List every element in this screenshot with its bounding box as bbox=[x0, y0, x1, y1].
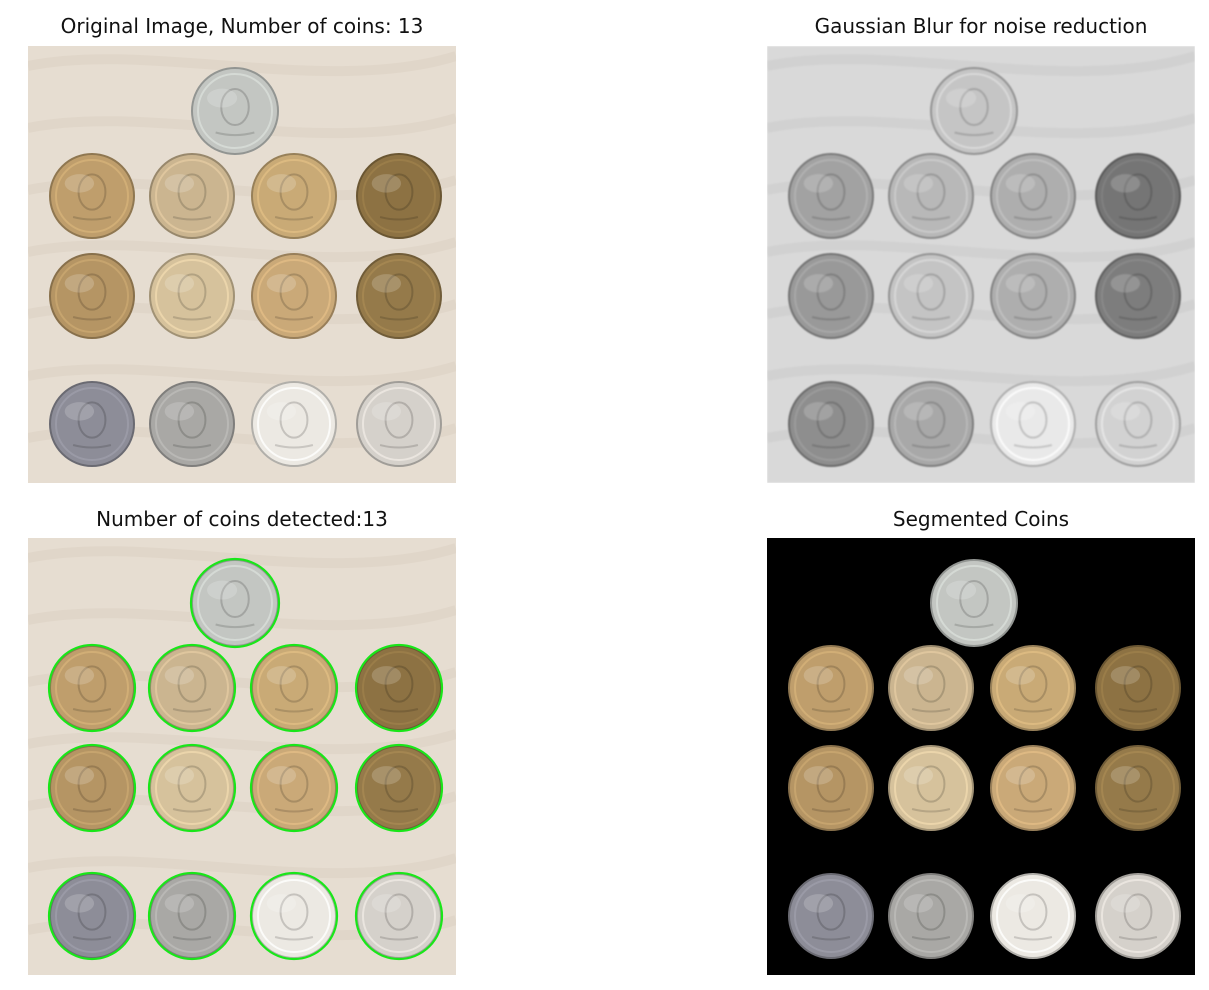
coin bbox=[150, 874, 234, 958]
coin bbox=[252, 746, 336, 830]
panel-blur-image bbox=[767, 46, 1195, 483]
coin bbox=[789, 874, 873, 958]
coin bbox=[991, 646, 1075, 730]
coin bbox=[150, 154, 234, 238]
coin-photo-segmented bbox=[767, 538, 1195, 975]
coin bbox=[991, 382, 1075, 466]
coin bbox=[357, 154, 441, 238]
coin bbox=[1096, 746, 1180, 830]
coin bbox=[252, 874, 336, 958]
coin bbox=[50, 646, 134, 730]
coin bbox=[991, 154, 1075, 238]
coin bbox=[991, 746, 1075, 830]
coin bbox=[150, 382, 234, 466]
coin bbox=[192, 560, 278, 646]
coin bbox=[357, 382, 441, 466]
coin bbox=[192, 68, 278, 154]
coin bbox=[931, 68, 1017, 154]
coin bbox=[1096, 154, 1180, 238]
coin bbox=[991, 874, 1075, 958]
coin bbox=[789, 382, 873, 466]
coin bbox=[889, 646, 973, 730]
coin bbox=[357, 874, 441, 958]
panel-detected-image bbox=[28, 538, 456, 975]
panel-original-image bbox=[28, 46, 456, 483]
coin bbox=[1096, 382, 1180, 466]
coin bbox=[150, 646, 234, 730]
coin bbox=[1096, 646, 1180, 730]
coin bbox=[931, 560, 1017, 646]
panel-title-segmented: Segmented Coins bbox=[767, 507, 1195, 531]
coin bbox=[889, 874, 973, 958]
coin bbox=[50, 746, 134, 830]
coin bbox=[50, 382, 134, 466]
panel-title-original: Original Image, Number of coins: 13 bbox=[28, 14, 456, 38]
coin bbox=[789, 254, 873, 338]
panel-title-detected: Number of coins detected:13 bbox=[28, 507, 456, 531]
coin bbox=[1096, 874, 1180, 958]
coin-photo-original bbox=[28, 46, 456, 483]
coin bbox=[889, 382, 973, 466]
coin bbox=[1096, 254, 1180, 338]
coin bbox=[50, 254, 134, 338]
coin bbox=[150, 746, 234, 830]
coin bbox=[889, 154, 973, 238]
coin bbox=[357, 646, 441, 730]
coin bbox=[789, 646, 873, 730]
coin bbox=[357, 254, 441, 338]
coin bbox=[150, 254, 234, 338]
coin bbox=[252, 254, 336, 338]
coin bbox=[252, 154, 336, 238]
coin-photo-gray bbox=[767, 46, 1195, 483]
coin bbox=[252, 382, 336, 466]
coin bbox=[252, 646, 336, 730]
coin bbox=[789, 746, 873, 830]
panel-title-blur: Gaussian Blur for noise reduction bbox=[767, 14, 1195, 38]
coin bbox=[889, 254, 973, 338]
coin bbox=[50, 874, 134, 958]
coin bbox=[50, 154, 134, 238]
coin-photo-detected bbox=[28, 538, 456, 975]
coin bbox=[991, 254, 1075, 338]
panel-segmented-image bbox=[767, 538, 1195, 975]
coin bbox=[789, 154, 873, 238]
coin bbox=[357, 746, 441, 830]
coin bbox=[889, 746, 973, 830]
